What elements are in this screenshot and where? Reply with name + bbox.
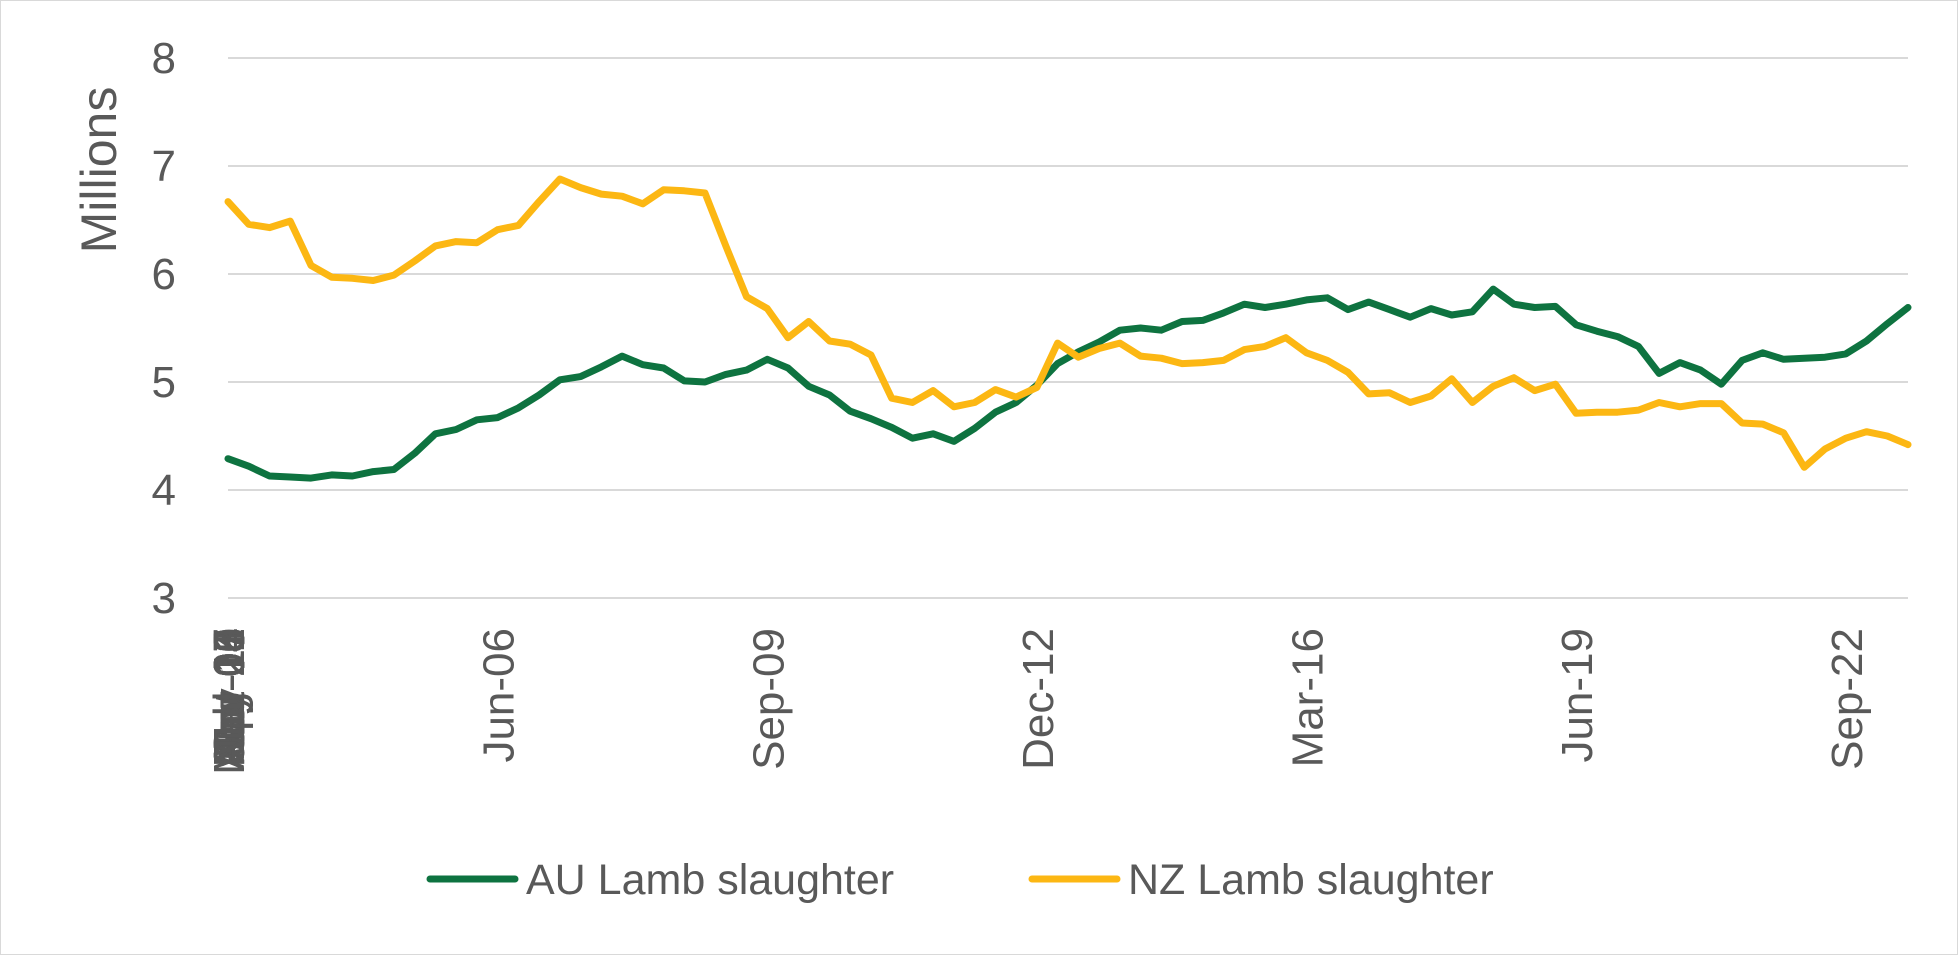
x-tick-label: Nov-11 xyxy=(205,628,254,767)
series-line-nz-lamb-slaughter xyxy=(224,175,1912,471)
x-tick-label: Mar-16 xyxy=(1284,628,1333,767)
x-tick-label: Mar-03 xyxy=(205,628,254,767)
legend: AU Lamb slaughter NZ Lamb slaughter xyxy=(426,856,1494,904)
legend-label: NZ Lamb slaughter xyxy=(1128,856,1494,904)
x-tick-label: Jul-20 xyxy=(205,628,254,748)
x-tick-label: Dec-12 xyxy=(1014,628,1063,770)
y-tick-label: 8 xyxy=(152,34,176,83)
y-tick-label: 3 xyxy=(152,574,176,623)
x-tick-label: Jun-19 xyxy=(1553,628,1602,763)
gridlines xyxy=(228,57,1908,599)
y-tick-label: 7 xyxy=(152,142,176,191)
y-axis-ticks: 3 4 5 6 7 8 xyxy=(152,34,176,623)
x-tick-label: Sep-09 xyxy=(744,628,793,770)
x-tick-label: Apr-17 xyxy=(205,628,254,760)
y-axis-label: Millions xyxy=(71,87,127,254)
series-lines xyxy=(224,175,1912,482)
series-line-au-lamb-slaughter xyxy=(224,285,1912,482)
x-tick-label: Jun-06 xyxy=(475,628,524,763)
x-tick-label: Jan-14 xyxy=(205,628,254,763)
x-tick-label: Sep-22 xyxy=(1823,628,1872,770)
x-tick-label: May-18 xyxy=(205,628,254,775)
x-tick-label: Apr-04 xyxy=(205,628,254,760)
y-tick-label: 4 xyxy=(152,466,176,515)
legend-label: AU Lamb slaughter xyxy=(526,856,894,904)
x-tick-label: Jul-07 xyxy=(205,628,254,748)
x-tick-label: Feb-15 xyxy=(205,628,254,767)
x-tick-label: Aug-21 xyxy=(205,628,254,770)
x-tick-label: Aug-08 xyxy=(205,628,254,770)
y-tick-label: 5 xyxy=(152,358,176,407)
y-tick-label: 6 xyxy=(152,250,176,299)
x-tick-label: May-05 xyxy=(205,628,254,775)
x-tick-label: Oct-10 xyxy=(205,628,254,760)
